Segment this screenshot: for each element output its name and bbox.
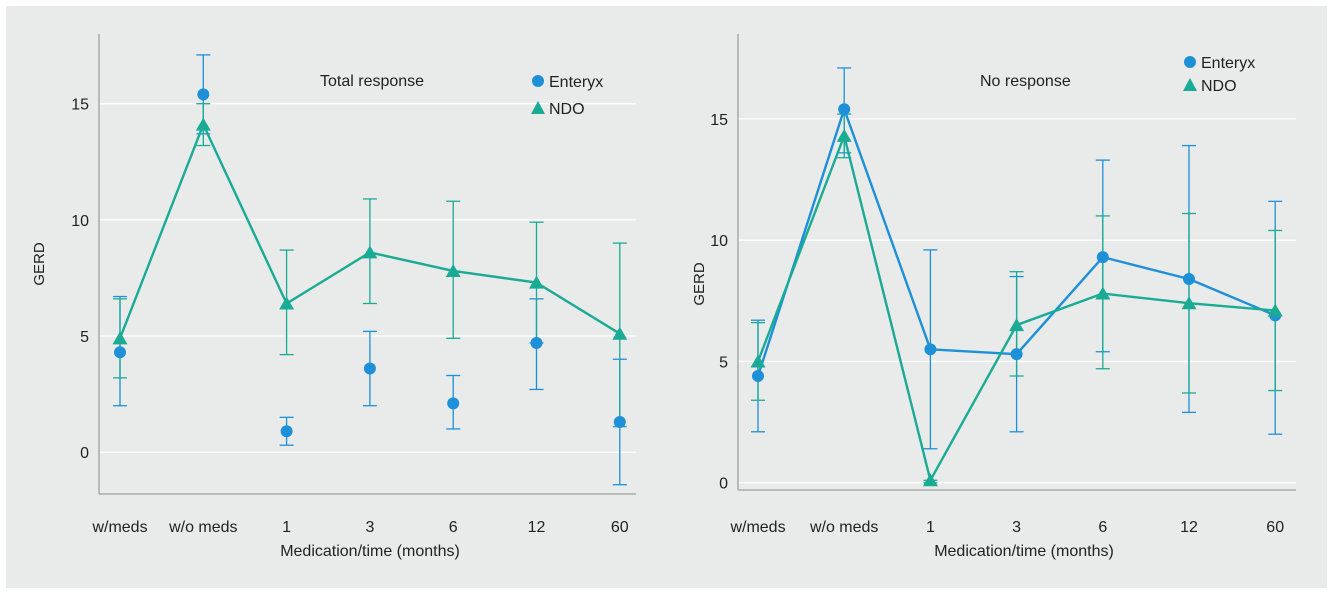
legend-marker-triangle bbox=[1183, 78, 1197, 91]
data-point-triangle bbox=[1009, 318, 1025, 332]
legend-label: Enteryx bbox=[549, 74, 603, 91]
chart-no-response: 0 5 10 15 w/meds w/o meds 1 3 6 12 60 Medication/ti… bbox=[691, 34, 1296, 560]
y-tick-label: 10 bbox=[71, 213, 89, 230]
chart-title: Total response bbox=[320, 73, 424, 90]
y-axis-label: GERD bbox=[691, 262, 708, 306]
x-tick-label: 3 bbox=[1012, 519, 1021, 536]
x-tick-label: 6 bbox=[1098, 519, 1107, 536]
legend-marker-triangle bbox=[531, 101, 545, 114]
data-point-triangle bbox=[836, 128, 852, 142]
data-point-circle bbox=[280, 425, 293, 438]
y-tick-label: 5 bbox=[719, 354, 728, 371]
data-point-circle bbox=[447, 397, 460, 410]
data-point-circle bbox=[363, 362, 376, 375]
x-axis-label: Medication/time (months) bbox=[934, 543, 1114, 560]
data-point-circle bbox=[613, 415, 626, 428]
data-point-circle bbox=[1096, 251, 1109, 264]
legend-label: Enteryx bbox=[1201, 55, 1255, 72]
x-tick-label: 12 bbox=[1180, 519, 1198, 536]
data-point-triangle bbox=[529, 275, 544, 289]
data-point-triangle bbox=[279, 296, 295, 310]
data-point-triangle bbox=[362, 245, 378, 259]
legend-label: NDO bbox=[1201, 78, 1237, 95]
x-tick-label: w/meds bbox=[91, 519, 147, 536]
data-point-triangle bbox=[612, 326, 628, 340]
x-tick-label: w/o meds bbox=[809, 519, 878, 536]
x-tick-label: 6 bbox=[449, 519, 458, 536]
data-point-circle bbox=[114, 346, 126, 359]
data-point-triangle bbox=[1181, 296, 1197, 310]
data-point-triangle bbox=[1095, 286, 1111, 300]
x-tick-label: 60 bbox=[611, 519, 629, 536]
data-point-triangle bbox=[195, 117, 211, 131]
data-point-circle bbox=[1183, 272, 1195, 285]
data-point-circle bbox=[197, 88, 210, 101]
x-tick-label: w/meds bbox=[729, 519, 785, 536]
data-point-triangle bbox=[922, 473, 938, 487]
x-tick-label: 3 bbox=[365, 519, 374, 536]
x-axis-label: Medication/time (months) bbox=[280, 543, 460, 560]
x-tick-label: 60 bbox=[1266, 519, 1284, 536]
y-tick-label: 5 bbox=[80, 329, 89, 346]
x-tick-label: w/o meds bbox=[168, 519, 237, 536]
chart-title: No response bbox=[980, 73, 1071, 90]
data-point-triangle bbox=[445, 263, 461, 277]
legend-marker-circle bbox=[1184, 56, 1196, 68]
chart-total-response: 0 5 10 15 w/meds w/o meds 1 3 6 12 60 Medication/ti… bbox=[31, 34, 636, 560]
legend-marker-circle bbox=[532, 75, 544, 87]
x-tick-label: 12 bbox=[528, 519, 546, 536]
data-point-triangle bbox=[1267, 303, 1283, 317]
y-axis-label: GERD bbox=[31, 242, 48, 286]
y-tick-label: 0 bbox=[80, 445, 89, 462]
y-tick-label: 10 bbox=[710, 233, 728, 250]
data-point-circle bbox=[530, 336, 543, 349]
y-tick-label: 0 bbox=[719, 476, 728, 493]
data-point-triangle bbox=[750, 354, 766, 368]
data-point-circle bbox=[838, 103, 851, 116]
y-tick-label: 15 bbox=[710, 112, 728, 129]
legend-label: NDO bbox=[549, 101, 585, 118]
x-tick-label: 1 bbox=[926, 519, 935, 536]
figure-background: 0 5 10 15 w/meds w/o meds 1 3 6 12 60 Medication/ti… bbox=[6, 6, 1327, 588]
x-tick-label: 1 bbox=[282, 519, 291, 536]
data-point-circle bbox=[924, 343, 937, 356]
data-point-triangle bbox=[112, 331, 128, 345]
data-point-circle bbox=[1010, 348, 1023, 361]
y-tick-label: 15 bbox=[71, 97, 89, 114]
data-point-circle bbox=[752, 370, 764, 382]
